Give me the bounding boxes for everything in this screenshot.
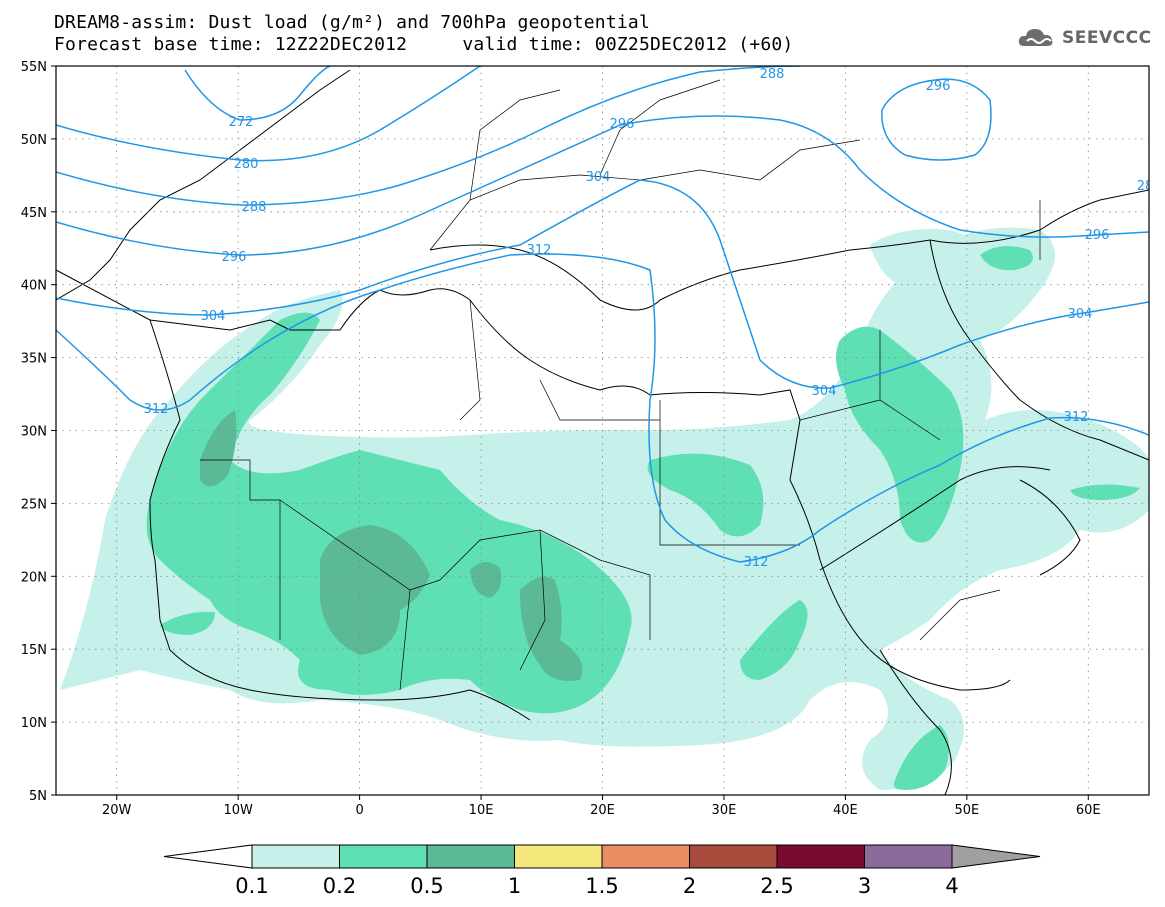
lat-label: 20N xyxy=(21,570,47,585)
lon-label: 10E xyxy=(469,803,494,818)
graticule xyxy=(56,66,1149,795)
colorbar-swatch xyxy=(689,844,778,869)
geopotential-contours xyxy=(56,66,1149,563)
colorbar-label: 3 xyxy=(858,874,871,898)
colorbar-label: 0.1 xyxy=(235,874,268,898)
colorbar-swatch xyxy=(251,844,340,869)
cloud-icon xyxy=(1018,29,1053,46)
lon-label: 30E xyxy=(712,803,737,818)
contour-label: 312 xyxy=(744,555,769,570)
contour-label: 296 xyxy=(926,79,951,94)
contour-label: 288 xyxy=(760,67,785,82)
colorbar-label: 0.5 xyxy=(410,874,443,898)
map-title: DREAM8-assim: Dust load (g/m²) and 700hP… xyxy=(54,12,650,33)
contour-label: 272 xyxy=(229,115,254,130)
contour-labels: 272 280 288 296 304 312 288 296 304 312 … xyxy=(144,67,1154,570)
lat-label: 5N xyxy=(29,789,47,804)
seevccc-logo: SEEVCCC xyxy=(1018,26,1152,50)
contour-label: 296 xyxy=(610,117,635,132)
lat-label: 30N xyxy=(21,425,47,440)
logo-text: SEEVCCC xyxy=(1062,28,1152,48)
lat-label: 35N xyxy=(21,352,47,367)
dust-layer-high xyxy=(200,410,583,681)
lat-label: 55N xyxy=(21,60,47,75)
contour-label: 312 xyxy=(1064,410,1089,425)
colorbar-swatch xyxy=(601,844,690,869)
colorbar-swatch xyxy=(339,844,428,869)
latitude-labels: 55N 50N 45N 40N 35N 30N 25N 20N 15N 10N 5N xyxy=(21,60,47,804)
forecast-times: Forecast base time: 12Z22DEC2012 valid t… xyxy=(54,34,794,55)
map-area: 272 280 288 296 304 312 288 296 304 312 … xyxy=(56,66,1154,795)
colorbar-label: 2.5 xyxy=(760,874,793,898)
colorbar-swatch xyxy=(776,844,865,869)
contour-label: 296 xyxy=(1085,228,1110,243)
contour-label: 288 xyxy=(242,200,267,215)
coastlines xyxy=(56,69,1149,795)
lat-label: 50N xyxy=(21,133,47,148)
contour-label: 312 xyxy=(144,402,169,417)
longitude-labels: 20W 10W 0 10E 20E 30E 40E 50E 60E xyxy=(102,803,1101,818)
contour-label: 280 xyxy=(234,157,259,172)
lat-label: 25N xyxy=(21,497,47,512)
contour-label: 304 xyxy=(586,170,611,185)
contour-label: 28 xyxy=(1137,179,1154,194)
lat-label: 45N xyxy=(21,206,47,221)
contour-label: 304 xyxy=(1068,307,1093,322)
contour-label: 296 xyxy=(222,250,247,265)
colorbar-legend: 0.1 0.2 0.5 1 1.5 2 2.5 3 4 xyxy=(163,844,1041,898)
lon-label: 40E xyxy=(833,803,858,818)
contour-label: 304 xyxy=(201,309,226,324)
lon-label: 10W xyxy=(223,803,253,818)
colorbar-label: 2 xyxy=(683,874,696,898)
colorbar-swatch xyxy=(426,844,515,869)
lon-label: 0 xyxy=(355,803,363,818)
lat-label: 40N xyxy=(21,279,47,294)
contour-label: 304 xyxy=(812,384,837,399)
colorbar-label: 1 xyxy=(508,874,521,898)
lon-label: 60E xyxy=(1076,803,1101,818)
lon-label: 20W xyxy=(102,803,132,818)
contour-label: 312 xyxy=(527,243,552,258)
colorbar-swatch xyxy=(514,844,603,869)
colorbar-label: 1.5 xyxy=(585,874,618,898)
colorbar-label: 4 xyxy=(945,874,958,898)
country-borders xyxy=(200,79,1041,691)
lon-label: 20E xyxy=(590,803,615,818)
lat-label: 10N xyxy=(21,716,47,731)
dust-layer-mid xyxy=(146,246,1140,790)
colorbar-label: 0.2 xyxy=(323,874,356,898)
lat-label: 15N xyxy=(21,643,47,658)
axis-ticks xyxy=(51,65,1089,800)
colorbar-left-arrow xyxy=(163,844,253,869)
colorbar-right-arrow xyxy=(951,844,1041,869)
colorbar-swatch xyxy=(864,844,953,869)
lon-label: 50E xyxy=(954,803,979,818)
